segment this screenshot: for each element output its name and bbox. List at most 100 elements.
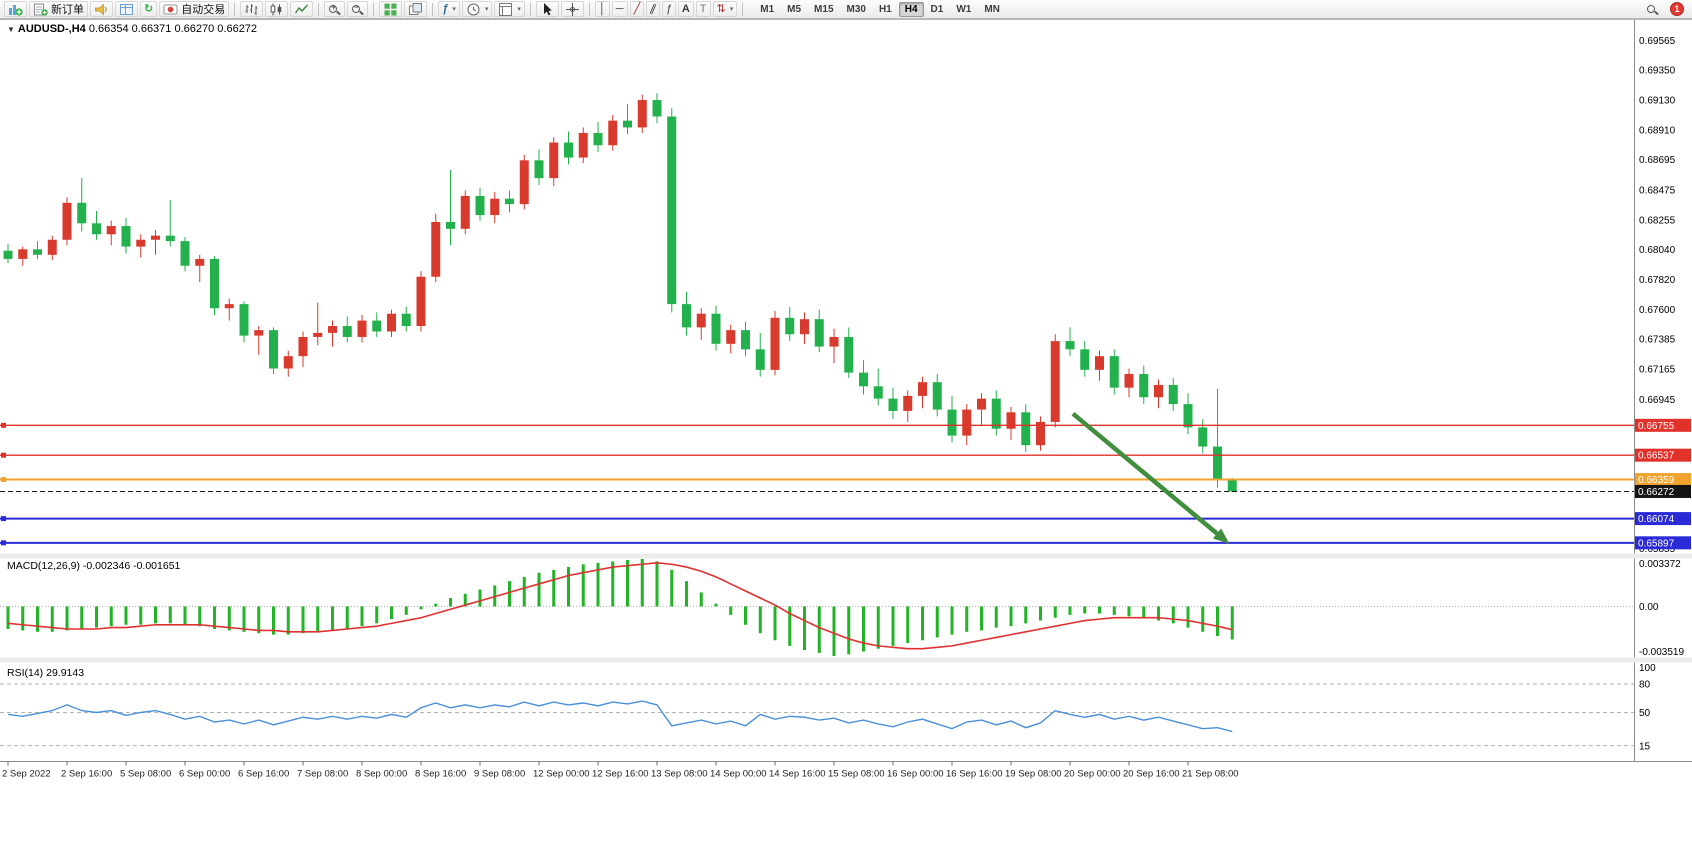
vertical-line-tool-button[interactable]: │ bbox=[594, 1, 610, 17]
clock-icon bbox=[467, 3, 480, 15]
trendline-tool-button[interactable]: ╱ bbox=[629, 1, 645, 17]
candle bbox=[136, 234, 146, 258]
periods-button[interactable]: ▾ bbox=[461, 1, 493, 17]
timeframe-d1-button[interactable]: D1 bbox=[930, 3, 944, 15]
line-drag-handle[interactable] bbox=[1, 452, 6, 458]
time-axis-label: 13 Sep 08:00 bbox=[651, 769, 708, 780]
notification-badge[interactable]: 1 bbox=[1670, 2, 1684, 16]
candle bbox=[932, 373, 942, 417]
line-drag-handle[interactable] bbox=[1, 477, 6, 483]
candle bbox=[1198, 419, 1208, 454]
macd-histogram-bar bbox=[611, 561, 615, 607]
candle bbox=[991, 390, 1001, 436]
timeframe-m15-button[interactable]: M15 bbox=[814, 3, 834, 15]
zoom-out-icon: − bbox=[352, 2, 361, 13]
price-badge-label: 0.66074 bbox=[1638, 514, 1675, 525]
channel-tool-button[interactable]: ∥ bbox=[646, 1, 660, 17]
panel-splitter[interactable] bbox=[0, 553, 1692, 559]
zoom-in-button[interactable]: + bbox=[324, 1, 346, 17]
bar-chart-mode-button[interactable] bbox=[240, 1, 264, 17]
fibonacci-tool-button[interactable]: ƒ bbox=[661, 1, 676, 17]
symbol-dropdown-caret[interactable]: ▼ bbox=[7, 25, 15, 34]
cursor-tool-button[interactable] bbox=[535, 1, 559, 17]
timeframe-w1-button[interactable]: W1 bbox=[956, 3, 972, 15]
main-toolbar: 新订单 ↻ 自动交易 bbox=[0, 0, 1692, 19]
time-axis-label: 9 Sep 08:00 bbox=[474, 769, 525, 780]
tile-windows-button[interactable] bbox=[379, 1, 403, 17]
time-axis-label: 2 Sep 16:00 bbox=[61, 769, 112, 780]
candle bbox=[401, 306, 411, 332]
macd-histogram-bar bbox=[817, 606, 821, 653]
timeframe-h1-button[interactable]: H1 bbox=[878, 3, 892, 15]
candle bbox=[637, 94, 647, 133]
auto-trading-button[interactable]: 自动交易 bbox=[159, 1, 230, 17]
text-tool-button[interactable]: A bbox=[677, 1, 694, 17]
macd-histogram-bar bbox=[1053, 606, 1057, 618]
macd-histogram-bar bbox=[950, 606, 954, 635]
cascade-windows-button[interactable] bbox=[404, 1, 428, 17]
text-label-tool-button[interactable]: T bbox=[695, 1, 711, 17]
timeframe-m5-button[interactable]: M5 bbox=[787, 3, 802, 15]
time-axis[interactable]: 2 Sep 2022 2 Sep 16:00 5 Sep 08:00 6 Sep 00… bbox=[2, 761, 1239, 780]
sound-alert-button[interactable] bbox=[90, 1, 113, 17]
candle bbox=[224, 298, 234, 321]
candle bbox=[873, 368, 883, 406]
time-axis-label: 15 Sep 08:00 bbox=[828, 769, 885, 780]
price-axis[interactable]: 0.69565 0.69350 0.69130 0.68910 0.68695 0.684… bbox=[1639, 36, 1676, 555]
time-axis-label: 2 Sep 2022 bbox=[2, 769, 51, 780]
candle bbox=[1139, 365, 1149, 405]
price-badge bbox=[1635, 448, 1691, 462]
horizontal-line-tool-button[interactable]: ─ bbox=[611, 1, 628, 17]
candle bbox=[1183, 393, 1193, 435]
candlestick-mode-button[interactable] bbox=[265, 1, 289, 17]
macd-panel bbox=[0, 559, 1634, 656]
macd-histogram-bar bbox=[640, 559, 644, 607]
macd-histogram-bar bbox=[935, 606, 939, 638]
line-drag-handle[interactable] bbox=[1, 516, 6, 522]
new-chart-button[interactable] bbox=[4, 1, 27, 17]
macd-histogram-bar bbox=[316, 606, 320, 632]
timeframe-h4-button[interactable]: H4 bbox=[898, 1, 924, 17]
price-axis-label: 0.65855 bbox=[1639, 544, 1676, 555]
templates-button[interactable]: ▾ bbox=[494, 1, 525, 17]
search-button[interactable] bbox=[1643, 1, 1662, 17]
auto-trading-label: 自动交易 bbox=[181, 4, 226, 16]
zoom-out-button[interactable]: − bbox=[347, 1, 369, 17]
line-chart-icon bbox=[295, 4, 309, 13]
chevron-down-icon: ▾ bbox=[517, 6, 521, 13]
price-badge-label: 0.66537 bbox=[1638, 451, 1675, 462]
panel-splitter[interactable] bbox=[0, 657, 1692, 663]
line-chart-mode-button[interactable] bbox=[290, 1, 314, 17]
symbol-period-label: AUDUSD-,H4 bbox=[17, 23, 86, 35]
line-drag-handle[interactable] bbox=[1, 540, 6, 546]
toolbar-separator bbox=[234, 2, 236, 16]
line-drag-handle[interactable] bbox=[1, 422, 6, 428]
macd-histogram-bar bbox=[1009, 606, 1013, 627]
new-order-label: 新订单 bbox=[51, 4, 84, 16]
timeframe-m1-button[interactable]: M1 bbox=[760, 3, 775, 15]
candle bbox=[785, 306, 795, 342]
macd-histogram-bar bbox=[272, 606, 275, 635]
refresh-button[interactable]: ↻ bbox=[140, 1, 158, 17]
indicators-button[interactable]: ƒ ▾ bbox=[438, 1, 460, 17]
timeframe-mn-button[interactable]: MN bbox=[984, 3, 1000, 15]
macd-axis-max: 0.003372 bbox=[1639, 559, 1681, 570]
time-axis-label: 12 Sep 16:00 bbox=[592, 769, 649, 780]
candle bbox=[165, 200, 175, 247]
macd-histogram-bar bbox=[50, 606, 54, 632]
rsi-axis-label: 50 bbox=[1639, 708, 1651, 719]
price-axis-label: 0.68695 bbox=[1639, 155, 1676, 166]
new-order-button[interactable]: 新订单 bbox=[29, 1, 88, 17]
macd-histogram-bar bbox=[1186, 606, 1190, 628]
market-watch-button[interactable] bbox=[115, 1, 138, 17]
arrows-tool-button[interactable]: ⇅ ▾ bbox=[712, 1, 738, 17]
candle bbox=[682, 291, 691, 336]
trend-arrow-annotation[interactable] bbox=[1071, 411, 1230, 544]
timeframe-m30-button[interactable]: M30 bbox=[846, 3, 866, 15]
candle bbox=[505, 190, 514, 213]
price-axis-label: 0.68040 bbox=[1639, 245, 1676, 256]
crosshair-tool-button[interactable] bbox=[560, 1, 584, 17]
macd-histogram-bar bbox=[714, 603, 718, 607]
new-order-icon bbox=[34, 3, 48, 16]
